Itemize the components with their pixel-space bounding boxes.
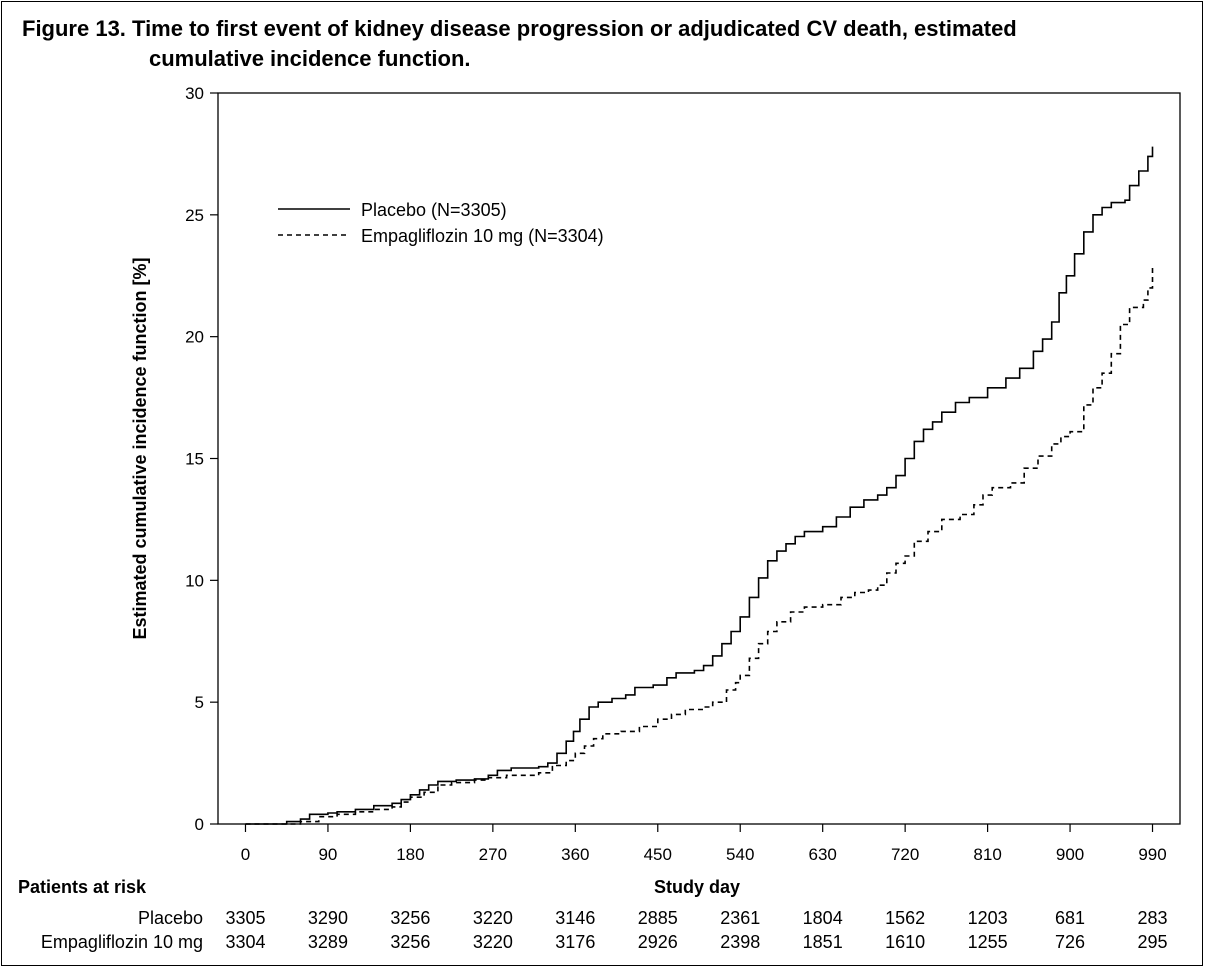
at-risk-count: 3289: [308, 932, 348, 952]
at-risk-count: 3290: [308, 908, 348, 928]
placebo-curve: [245, 146, 1154, 825]
at-risk-count: 2398: [720, 932, 760, 952]
y-tick-label: 30: [185, 84, 204, 103]
x-tick-label: 360: [561, 845, 589, 864]
x-tick-label: 630: [808, 845, 836, 864]
at-risk-count: 1203: [968, 908, 1008, 928]
figure-title-line-2: cumulative incidence function.: [149, 46, 471, 71]
at-risk-count: 3256: [390, 908, 430, 928]
at-risk-count: 283: [1137, 908, 1167, 928]
x-tick-label: 90: [318, 845, 337, 864]
y-tick-label: 0: [195, 815, 204, 834]
at-risk-count: 3304: [225, 932, 265, 952]
at-risk-count: 1610: [885, 932, 925, 952]
at-risk-count: 681: [1055, 908, 1085, 928]
x-tick-label: 180: [396, 845, 424, 864]
at-risk-count: 3176: [555, 932, 595, 952]
x-tick-label: 450: [644, 845, 672, 864]
at-risk-count: 3220: [473, 932, 513, 952]
x-tick-label: 990: [1138, 845, 1166, 864]
at-risk-count: 1562: [885, 908, 925, 928]
at-risk-count: 2926: [638, 932, 678, 952]
x-tick-label: 270: [479, 845, 507, 864]
at-risk-count: 1851: [803, 932, 843, 952]
x-tick-label: 900: [1056, 845, 1084, 864]
x-tick-label: 810: [973, 845, 1001, 864]
at-risk-count: 2361: [720, 908, 760, 928]
at-risk-count: 2885: [638, 908, 678, 928]
x-tick-label: 540: [726, 845, 754, 864]
y-tick-label: 25: [185, 206, 204, 225]
at-risk-label-empagliflozin: Empagliflozin 10 mg: [41, 932, 203, 952]
x-axis-label: Study day: [654, 877, 740, 897]
at-risk-header: Patients at risk: [18, 877, 147, 897]
legend-empagliflozin-label: Empagliflozin 10 mg (N=3304): [361, 226, 604, 246]
at-risk-count: 726: [1055, 932, 1085, 952]
at-risk-count: 1804: [803, 908, 843, 928]
at-risk-count: 3146: [555, 908, 595, 928]
x-tick-label: 0: [241, 845, 250, 864]
at-risk-count: 3256: [390, 932, 430, 952]
figure-title-line-1: Figure 13. Time to first event of kidney…: [22, 16, 1017, 41]
at-risk-count: 3220: [473, 908, 513, 928]
y-axis-label: Estimated cumulative incidence function …: [130, 257, 150, 639]
y-tick-label: 15: [185, 450, 204, 469]
at-risk-count: 3305: [225, 908, 265, 928]
x-tick-label: 720: [891, 845, 919, 864]
y-tick-label: 5: [195, 693, 204, 712]
at-risk-count: 295: [1137, 932, 1167, 952]
at-risk-count: 1255: [968, 932, 1008, 952]
y-tick-label: 20: [185, 328, 204, 347]
y-tick-label: 10: [185, 571, 204, 590]
empagliflozin-curve: [245, 266, 1154, 825]
legend-placebo-label: Placebo (N=3305): [361, 200, 507, 220]
at-risk-label-placebo: Placebo: [138, 908, 203, 928]
